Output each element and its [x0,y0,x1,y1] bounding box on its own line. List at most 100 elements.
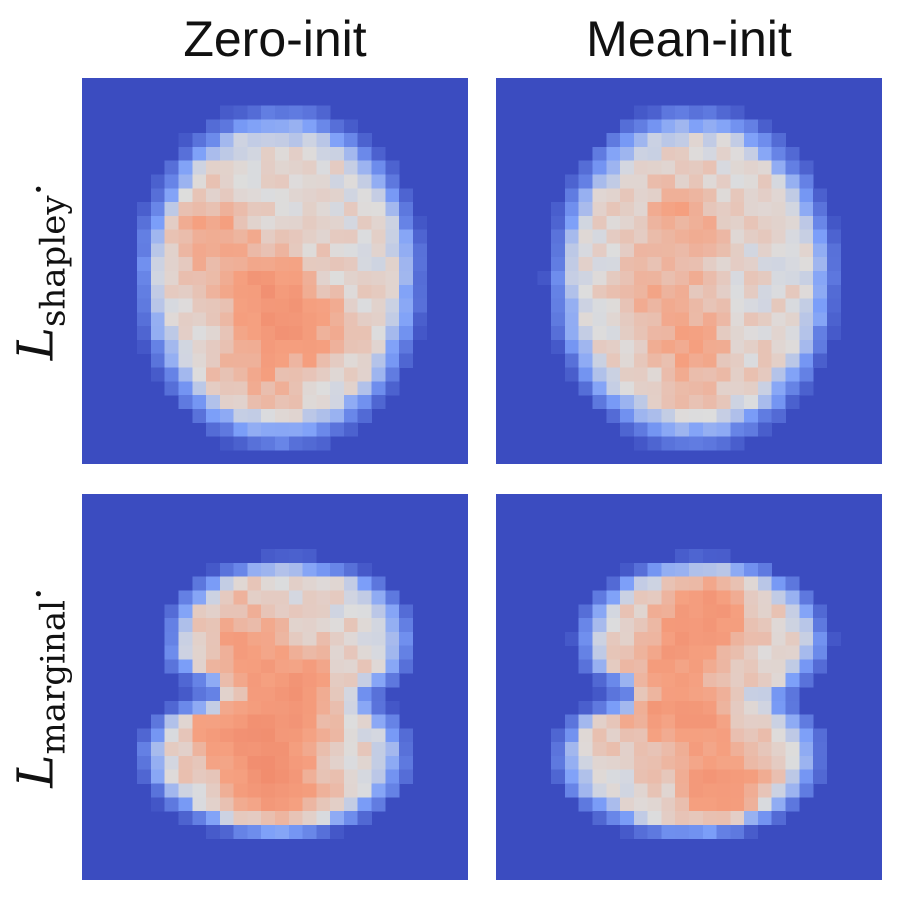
heatmap-cell [578,243,593,258]
heatmap-cell [675,133,690,148]
heatmap-cell [771,576,786,591]
heatmap-cell [371,215,386,230]
heatmap-cell [233,243,248,258]
heatmap-cell [689,353,704,368]
heatmap-cell [564,243,579,258]
heatmap-cell [178,755,193,770]
heatmap-cell [744,618,759,633]
heatmap-cell [288,562,303,577]
heatmap-cell [192,146,207,161]
heatmap-cell [288,604,303,619]
heatmap-cell [178,271,193,286]
heatmap-cell [689,146,704,161]
heatmap-cell [620,755,635,770]
heatmap-cell [578,160,593,175]
heatmap-cell [620,687,635,702]
heatmap-cell [316,174,331,189]
heatmap-cell [371,769,386,784]
heatmap-cell [343,797,358,812]
heatmap-cell [578,700,593,715]
heatmap-cell [675,742,690,757]
heatmap-cell [164,298,179,313]
heatmap-cell [702,687,717,702]
heatmap-cell [288,631,303,646]
heatmap-cell [178,215,193,230]
heatmap-cell [343,742,358,757]
heatmap-cell [178,312,193,327]
heatmap-cell [661,422,676,437]
heatmap-cell [371,645,386,660]
heatmap-cell [744,714,759,729]
heatmap-cell [385,160,400,175]
heatmap-cell [219,381,234,396]
heatmap-cell [730,811,745,826]
heatmap-cell [385,700,400,715]
heatmap-cell [261,257,276,272]
heatmap-cell [716,381,731,396]
heatmap-cell [150,353,165,368]
heatmap-cell [275,755,290,770]
heatmap-cell [702,146,717,161]
heatmap-cell [247,422,262,437]
heatmap-cell [247,215,262,230]
heatmap-cell [288,202,303,217]
heatmap-cell [164,645,179,660]
heatmap-cell [206,202,221,217]
heatmap-cell [275,298,290,313]
heatmap-cell [702,395,717,410]
heatmap-cell [288,714,303,729]
heatmap-cell [813,271,828,286]
heatmap-cell [316,700,331,715]
heatmap-cell [192,353,207,368]
heatmap-cell [702,783,717,798]
heatmap-cell [247,408,262,423]
heatmap-cell [744,284,759,299]
heatmap-cell [675,422,690,437]
heatmap-cell [702,618,717,633]
heatmap-cell [771,590,786,605]
heatmap-cell [757,339,772,354]
heatmap-cell [261,408,276,423]
heatmap-cell [716,590,731,605]
heatmap-cell [288,160,303,175]
heatmap-cell [785,742,800,757]
heatmap-cell [206,229,221,244]
heatmap-cell [178,728,193,743]
heatmap-cell [178,742,193,757]
heatmap-cell [178,326,193,341]
heatmap-cell [137,742,152,757]
heatmap-cell [178,631,193,646]
heatmap-cell [620,133,635,148]
heatmap-cell [357,146,372,161]
heatmap-cell [275,243,290,258]
heatmap-cell [247,590,262,605]
heatmap-cell [233,367,248,382]
heatmap-cell [744,160,759,175]
heatmap-cell [288,742,303,757]
heatmap-cell [343,160,358,175]
heatmap-cell [288,769,303,784]
heatmap-cell [826,312,841,327]
heatmap-cell [675,381,690,396]
heatmap-cell [647,326,662,341]
heatmap-cell [399,243,414,258]
heatmap-cell [771,797,786,812]
heatmap-cell [716,436,731,451]
heatmap-cell [247,769,262,784]
heatmap-cell [647,422,662,437]
heatmap-cell [716,367,731,382]
heatmap-cell [288,618,303,633]
heatmap-cell [247,312,262,327]
heatmap-cell [302,284,317,299]
heatmap-cell [757,271,772,286]
heatmap-cell [302,783,317,798]
heatmap-cell [771,755,786,770]
heatmap-cell [343,700,358,715]
heatmap-cell [564,298,579,313]
heatmap-cell [371,659,386,674]
heatmap-cell [150,312,165,327]
heatmap-cell [288,797,303,812]
heatmap-cell [399,312,414,327]
heatmap-cell [219,229,234,244]
column-title-zero-init: Zero-init [183,11,367,67]
